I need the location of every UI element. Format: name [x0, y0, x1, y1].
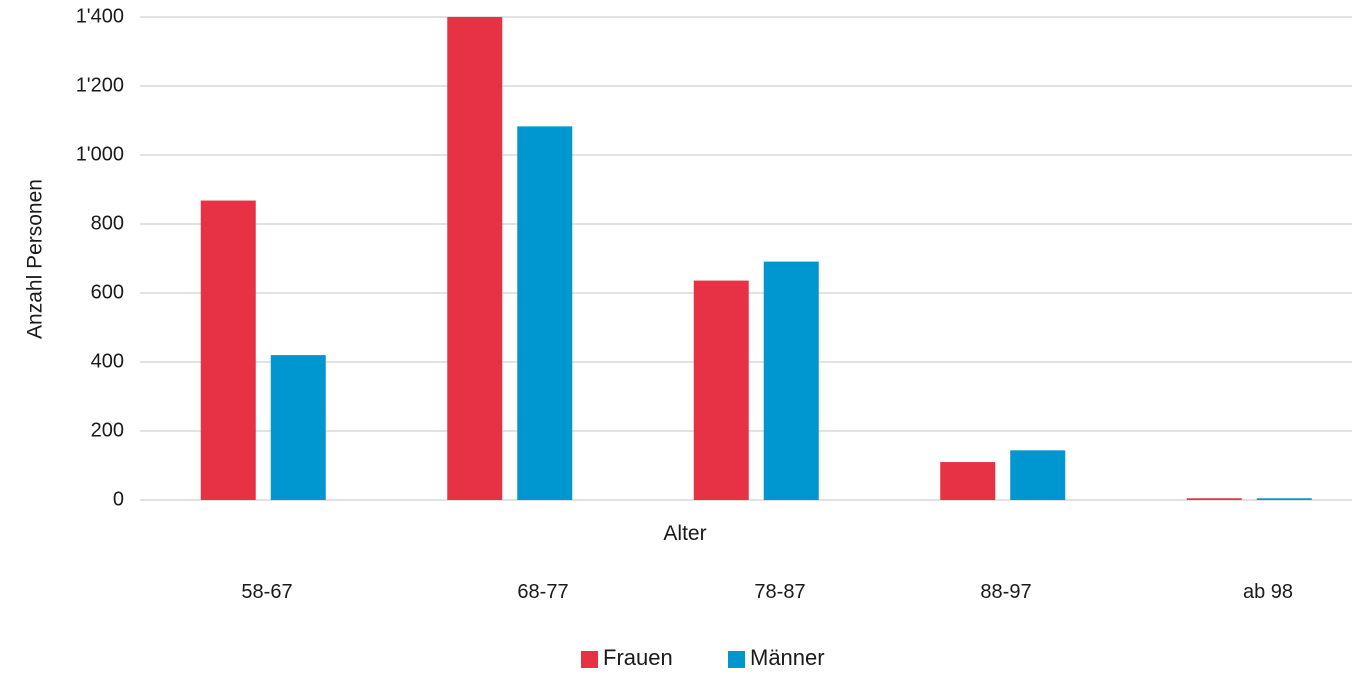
x-tick-label: ab 98	[1243, 581, 1293, 603]
legend-swatch	[728, 651, 745, 668]
bar-m-nner-1	[517, 126, 573, 501]
bar-frauen-4	[1186, 498, 1242, 500]
bar-m-nner-2	[763, 261, 819, 500]
y-tick-label: 0	[113, 488, 124, 510]
bar-frauen-0	[200, 200, 256, 501]
bar-m-nner-3	[1010, 450, 1066, 500]
legend-label: Frauen	[603, 645, 673, 670]
x-tick-label: 88-97	[980, 581, 1031, 603]
bar-frauen-1	[447, 17, 503, 500]
y-tick-label: 800	[91, 212, 124, 234]
x-axis-title: Alter	[663, 522, 706, 545]
x-tick-label: 68-77	[517, 581, 568, 603]
x-tick-label: 58-67	[241, 581, 292, 603]
bar-m-nner-0	[270, 355, 326, 500]
y-tick-label: 200	[91, 419, 124, 441]
y-tick-label: 1'000	[76, 143, 124, 165]
bar-frauen-2	[693, 280, 749, 500]
bar-frauen-3	[940, 462, 996, 500]
y-axis-ticks: 0 200 400 600 800 1'000 1'200 1'400	[76, 5, 124, 510]
legend-label: Männer	[750, 645, 825, 670]
x-tick-label: 78-87	[754, 581, 805, 603]
y-axis-title: Anzahl Personen	[24, 179, 47, 339]
y-tick-label: 600	[91, 281, 124, 303]
y-tick-label: 1'200	[76, 74, 124, 96]
bars	[200, 17, 1312, 501]
y-tick-label: 400	[91, 350, 124, 372]
x-axis-categories: 58-67 68-77 78-87 88-97 ab 98	[241, 581, 1293, 603]
y-tick-label: 1'400	[76, 5, 124, 27]
legend: Frauen Männer	[581, 645, 825, 670]
bar-m-nner-4	[1256, 498, 1312, 500]
legend-swatch	[581, 651, 598, 668]
